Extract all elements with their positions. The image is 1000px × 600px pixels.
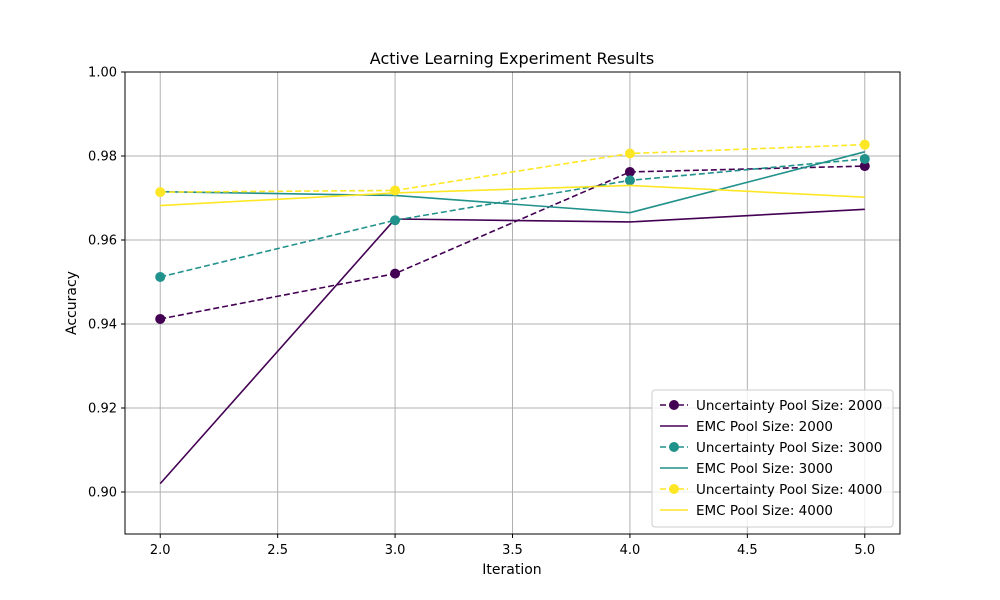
series-line: [160, 151, 865, 214]
x-tick-label: 5.0: [854, 543, 875, 558]
legend-label: EMC Pool Size: 3000: [696, 461, 833, 477]
x-tick-label: 4.0: [620, 543, 641, 558]
x-tick-label: 3.0: [385, 543, 406, 558]
legend-marker: [669, 400, 679, 410]
x-axis-label: Iteration: [482, 562, 541, 578]
data-point: [390, 268, 401, 279]
legend-label: EMC Pool Size: 4000: [696, 503, 833, 519]
x-tick-label: 2.5: [267, 543, 288, 558]
data-point: [390, 215, 401, 226]
data-point: [859, 161, 870, 172]
y-tick-label: 1.00: [88, 66, 117, 81]
legend-marker: [669, 442, 679, 452]
data-point: [155, 271, 166, 282]
axis-ticks: 2.0 2.5 3.0 3.5 4.0 4.5 5.0 0.90 0.92 0.94 0.96 0.9…: [88, 66, 875, 559]
series-line: [160, 184, 865, 207]
data-point: [859, 153, 870, 164]
series-lines: [155, 139, 870, 485]
data-point: [859, 139, 870, 150]
y-tick-label: 0.98: [88, 150, 117, 165]
legend-label: Uncertainty Pool Size: 3000: [696, 440, 882, 456]
data-point: [155, 187, 166, 198]
y-tick-label: 0.96: [88, 234, 117, 249]
y-tick-label: 0.90: [88, 486, 117, 501]
y-tick-label: 0.92: [88, 402, 117, 417]
y-axis-label: Accuracy: [64, 271, 80, 335]
data-point: [624, 175, 635, 186]
legend-label: Uncertainty Pool Size: 4000: [696, 482, 882, 498]
x-tick-label: 4.5: [737, 543, 758, 558]
x-tick-label: 3.5: [502, 543, 523, 558]
chart-title: Active Learning Experiment Results: [370, 49, 654, 68]
data-point: [624, 148, 635, 159]
legend: Uncertainty Pool Size: 2000 EMC Pool Size…: [651, 389, 894, 528]
y-tick-label: 0.94: [88, 318, 117, 333]
x-tick-label: 2.0: [150, 543, 171, 558]
legend-marker: [669, 484, 679, 494]
legend-label: Uncertainty Pool Size: 2000: [696, 398, 882, 414]
series-line: [160, 158, 865, 278]
legend-label: EMC Pool Size: 2000: [696, 419, 833, 435]
legend-box: [651, 389, 894, 528]
series-line: [159, 208, 865, 485]
data-point: [155, 313, 166, 324]
data-point: [624, 166, 635, 177]
series-line: [160, 143, 865, 193]
